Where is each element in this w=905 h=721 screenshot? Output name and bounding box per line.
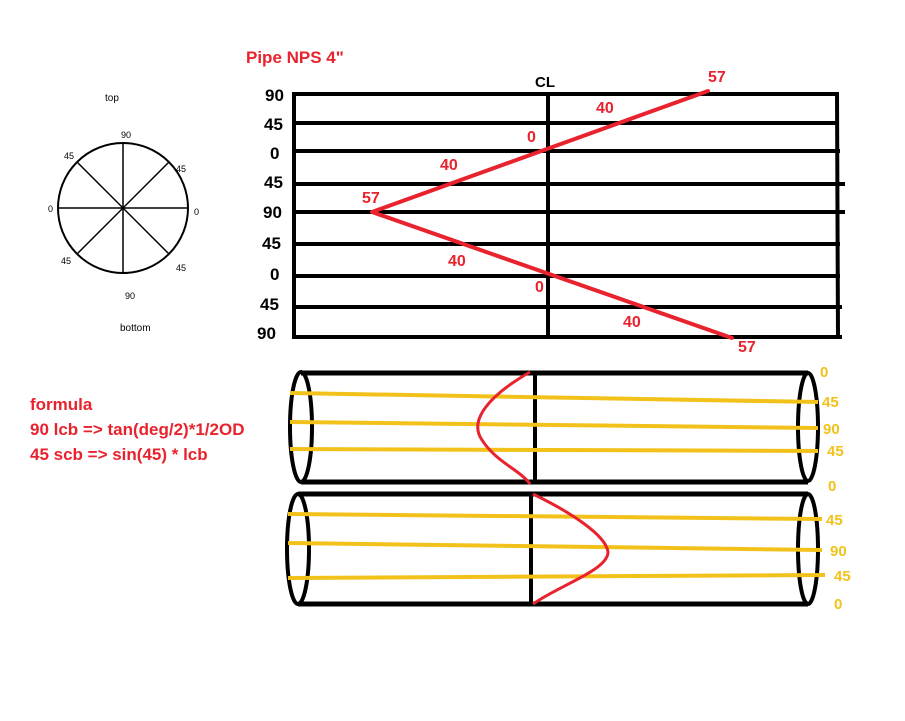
compass-deg-upper-left: 45 (64, 151, 74, 161)
pipe-angle-label: 45 (822, 394, 839, 411)
cut-value: 40 (596, 100, 614, 117)
formula-line: 90 lcb => tan(deg/2)*1/2OD (30, 420, 244, 439)
compass-top-label: top (105, 93, 119, 104)
grid-right-edge (835, 91, 840, 340)
row-label: 0 (270, 144, 279, 163)
cut-value: 57 (738, 339, 756, 356)
compass-deg-upper-right: 45 (176, 164, 186, 174)
cut-value: 40 (623, 314, 641, 331)
row-label: 90 (263, 203, 282, 222)
pipe-angle-label: 0 (828, 478, 836, 495)
pipe-end-left (288, 370, 314, 484)
diagram-title: Pipe NPS 4" (246, 48, 344, 67)
compass-deg-right: 0 (194, 207, 199, 217)
yellow-guide-line (289, 391, 819, 404)
pipe-angle-label: 0 (820, 364, 828, 381)
compass-deg-top: 90 (121, 130, 131, 140)
bottom-pipe: 45 90 45 0 (285, 491, 851, 613)
cut-value: 40 (448, 253, 466, 270)
row-label: 45 (264, 115, 283, 134)
yellow-guide-line (287, 541, 823, 552)
pipe-angle-label: 45 (826, 512, 843, 529)
pipe-angle-label: 45 (827, 443, 844, 460)
row-label: 90 (257, 324, 276, 343)
cut-value: 0 (535, 279, 544, 296)
pipe-angle-label: 0 (834, 596, 842, 613)
row-label: 45 (262, 234, 281, 253)
cut-value: 57 (362, 190, 380, 207)
formula-line: 45 scb => sin(45) * lcb (30, 445, 208, 464)
compass-deg-lower-right: 45 (176, 263, 186, 273)
red-cut-curve (532, 492, 610, 606)
row-label: 0 (270, 265, 279, 284)
pipe-end-left (285, 492, 311, 606)
degree-compass: top bottom 90 45 45 0 0 45 45 90 (48, 93, 199, 334)
yellow-guide-line (289, 447, 819, 453)
row-label: 45 (264, 173, 283, 192)
compass-deg-left: 0 (48, 204, 53, 214)
yellow-guide-line (287, 573, 826, 580)
top-pipe: 0 45 90 45 0 (288, 364, 844, 495)
compass-deg-lower-left: 45 (61, 256, 71, 266)
red-cut-curve (476, 370, 532, 485)
compass-diagonal-line (76, 161, 170, 255)
yellow-guide-line (287, 512, 823, 521)
template-grid: CL 90 45 0 45 90 45 0 45 90 57 40 0 40 5… (257, 69, 845, 356)
formula-heading: formula (30, 395, 93, 414)
cut-value: 40 (440, 157, 458, 174)
centerline-label: CL (535, 74, 555, 91)
cut-value: 0 (527, 129, 536, 146)
pipe-angle-label: 90 (823, 421, 840, 438)
cut-line (370, 89, 734, 340)
yellow-guide-line (289, 420, 819, 430)
pipe-angle-label: 45 (834, 568, 851, 585)
row-label: 90 (265, 86, 284, 105)
compass-deg-bottom: 90 (125, 291, 135, 301)
cut-value: 57 (708, 69, 726, 86)
formula-block: formula 90 lcb => tan(deg/2)*1/2OD 45 sc… (30, 395, 244, 464)
compass-bottom-label: bottom (120, 323, 151, 334)
pipe-angle-label: 90 (830, 543, 847, 560)
row-label: 45 (260, 295, 279, 314)
